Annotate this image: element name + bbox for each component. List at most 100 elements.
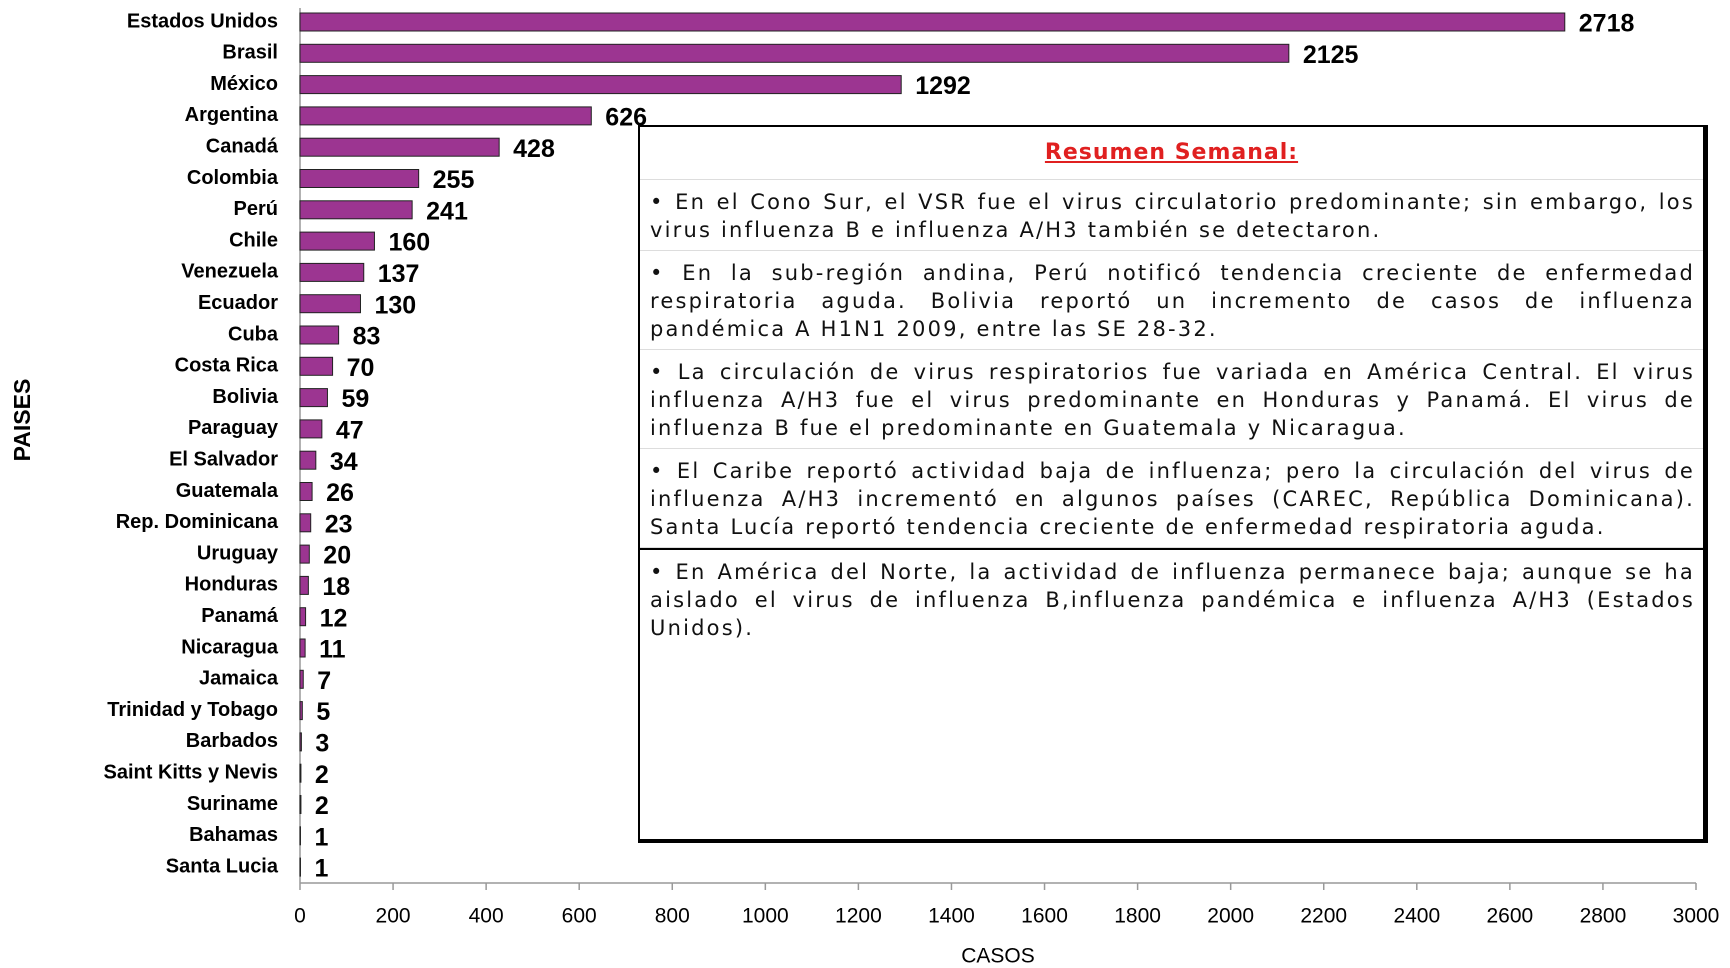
x-tick-label: 2200 <box>1300 905 1347 928</box>
y-tick-label: El Salvador <box>169 448 278 470</box>
y-tick-label: Canadá <box>206 135 279 157</box>
y-tick-label: Bolivia <box>212 386 278 408</box>
bar <box>299 544 310 564</box>
bar <box>299 607 307 627</box>
bar <box>299 638 306 658</box>
value-label: 241 <box>426 197 468 225</box>
summary-paragraph: • En la sub-región andina, Perú notificó… <box>640 251 1703 350</box>
value-label: 12 <box>320 604 348 632</box>
value-label: 34 <box>330 448 358 476</box>
bar <box>299 732 302 752</box>
value-label: 70 <box>347 354 375 382</box>
bar <box>299 200 413 220</box>
value-label: 255 <box>433 166 475 194</box>
x-tick-label: 2000 <box>1207 905 1254 928</box>
value-label: 3 <box>315 730 329 758</box>
value-label: 7 <box>317 667 331 695</box>
x-tick-label: 2400 <box>1393 905 1440 928</box>
y-tick-label: Venezuela <box>181 261 279 283</box>
bar <box>299 513 312 533</box>
y-tick-label: Brasil <box>222 42 278 64</box>
summary-box: Resumen Semanal: • En el Cono Sur, el VS… <box>638 125 1708 843</box>
value-label: 130 <box>374 291 416 319</box>
y-tick-label: Bahamas <box>189 824 278 846</box>
bar <box>299 325 340 345</box>
x-tick-label: 0 <box>294 905 306 928</box>
value-label: 83 <box>353 323 381 351</box>
y-tick-label: Perú <box>234 198 278 220</box>
value-label: 137 <box>378 260 420 288</box>
summary-paragraph: • El Caribe reportó actividad baja de in… <box>640 449 1703 548</box>
y-tick-label: Saint Kitts y Nevis <box>103 761 278 783</box>
y-tick-label: México <box>210 73 278 95</box>
bar <box>299 231 375 251</box>
value-label: 1 <box>314 855 328 883</box>
summary-title: Resumen Semanal: <box>640 127 1703 180</box>
value-label: 2125 <box>1303 41 1359 69</box>
bar <box>299 294 361 314</box>
y-tick-label: Nicaragua <box>181 636 279 658</box>
y-tick-label: Colombia <box>187 167 279 189</box>
y-tick-label: Trinidad y Tobago <box>107 699 278 721</box>
y-tick-label: Estados Unidos <box>127 10 278 32</box>
x-tick-label: 2600 <box>1487 905 1534 928</box>
bar <box>299 137 500 157</box>
bar <box>299 356 334 376</box>
value-label: 2 <box>315 792 329 820</box>
value-label: 5 <box>316 698 330 726</box>
bar <box>299 450 317 470</box>
y-tick-label: Rep. Dominicana <box>116 511 279 533</box>
x-tick-label: 1800 <box>1114 905 1161 928</box>
x-tick-label: 1000 <box>742 905 789 928</box>
x-tick-label: 400 <box>469 905 504 928</box>
value-label: 1292 <box>915 72 971 100</box>
y-tick-label: Suriname <box>187 793 278 815</box>
y-tick-label: Paraguay <box>188 417 279 439</box>
value-label: 26 <box>326 479 354 507</box>
bar <box>299 388 328 408</box>
summary-paragraph: • En el Cono Sur, el VSR fue el virus ci… <box>640 180 1703 251</box>
bar <box>299 169 420 188</box>
y-tick-label: Argentina <box>185 104 279 126</box>
y-tick-label: Barbados <box>186 730 278 752</box>
y-tick-label: Uruguay <box>197 542 279 564</box>
value-label: 11 <box>319 636 346 664</box>
bar <box>299 75 902 95</box>
value-label: 2 <box>315 761 329 789</box>
summary-paragraph: • En América del Norte, la actividad de … <box>640 548 1703 648</box>
x-tick-label: 1200 <box>835 905 882 928</box>
x-tick-label: 3000 <box>1673 905 1720 928</box>
value-label: 18 <box>322 573 350 601</box>
summary-paragraph: • La circulación de virus respiratorios … <box>640 350 1703 449</box>
bar <box>299 482 313 501</box>
value-label: 23 <box>325 510 353 538</box>
bar <box>299 43 1290 63</box>
y-tick-label: Chile <box>229 229 278 251</box>
x-tick-label: 2800 <box>1580 905 1627 928</box>
x-tick-label: 800 <box>655 905 690 928</box>
y-tick-label: Jamaica <box>199 668 279 690</box>
bar <box>299 795 302 814</box>
x-tick-label: 1400 <box>928 905 975 928</box>
y-tick-label: Guatemala <box>176 480 279 502</box>
bar <box>299 12 1566 32</box>
y-tick-label: Honduras <box>185 574 278 596</box>
bar <box>299 106 592 126</box>
y-tick-label: Panamá <box>201 605 279 627</box>
y-axis-label: PAISES <box>9 379 35 462</box>
x-axis-label: CASOS <box>961 945 1035 968</box>
y-tick-label: Ecuador <box>198 292 278 314</box>
x-tick-label: 1600 <box>1021 905 1068 928</box>
y-tick-label: Santa Lucia <box>166 855 279 877</box>
value-label: 59 <box>341 385 369 413</box>
bar <box>299 669 304 689</box>
bar <box>299 575 309 595</box>
bar <box>299 763 302 783</box>
value-label: 1 <box>314 823 328 851</box>
value-label: 47 <box>336 417 364 445</box>
value-label: 160 <box>388 229 430 257</box>
value-label: 20 <box>323 542 351 570</box>
value-label: 428 <box>513 135 555 163</box>
